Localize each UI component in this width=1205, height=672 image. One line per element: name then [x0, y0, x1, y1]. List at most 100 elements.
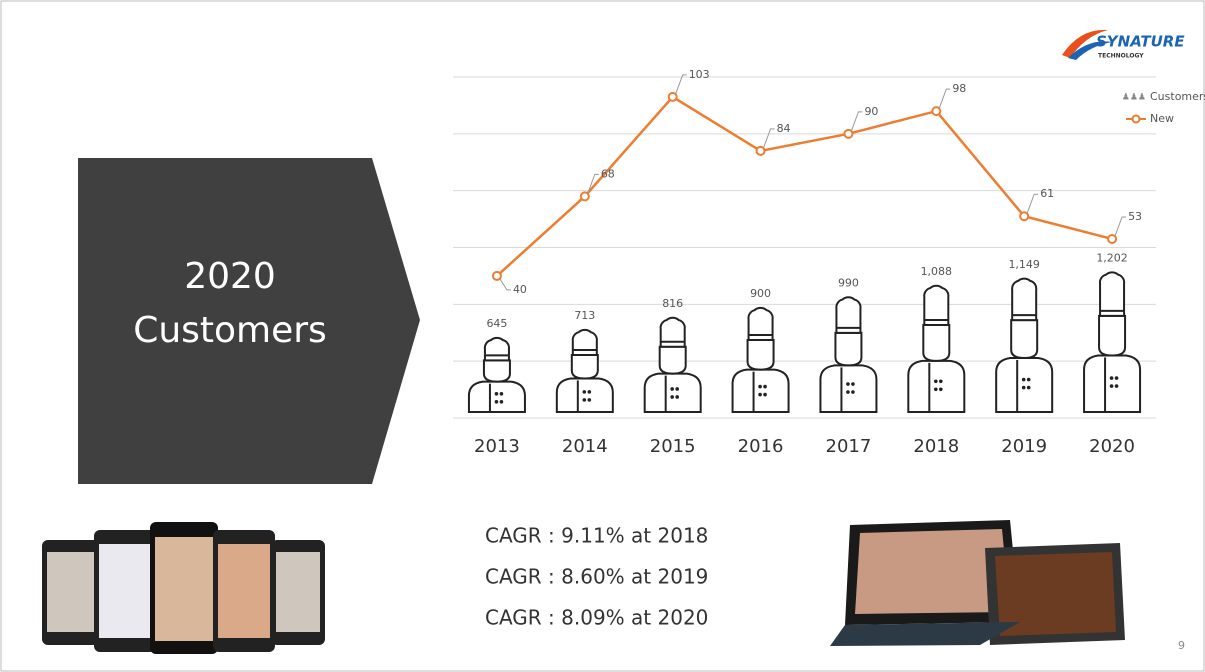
chef-button: [1109, 376, 1114, 380]
value-label: 90: [864, 105, 878, 118]
chef-body: [467, 380, 526, 413]
value-label: 816: [662, 297, 683, 310]
value-label: 900: [750, 287, 771, 300]
value-label: 40: [513, 283, 527, 296]
chef-face: [570, 353, 599, 380]
chef-hat: [747, 306, 774, 342]
chef-button: [939, 387, 943, 392]
logo-name: SYNATURE: [1096, 33, 1185, 51]
chef-button: [582, 398, 587, 402]
chef-hat: [1098, 271, 1126, 317]
value-label: 713: [574, 309, 595, 322]
x-tick-label: 2017: [826, 436, 872, 457]
chef-button: [582, 390, 587, 394]
chef-button: [939, 379, 943, 384]
x-tick-label: 2016: [738, 436, 784, 457]
leader: [499, 278, 511, 291]
chef-face: [482, 359, 511, 383]
point: [843, 128, 854, 139]
logo-tagline: TECHNOLOGY: [1098, 53, 1144, 60]
cagr-note: CAGR : 9.11% at 2018: [485, 524, 708, 548]
chef-button: [1026, 377, 1031, 382]
chef-button: [1026, 385, 1031, 390]
chef-hat: [659, 316, 686, 348]
chef-bar: [819, 296, 878, 413]
chef-button: [587, 390, 592, 394]
chef-button: [587, 398, 592, 402]
point: [1107, 233, 1118, 244]
leader: [1114, 216, 1127, 237]
cagr-note: CAGR : 8.09% at 2020: [485, 606, 708, 630]
chef-button: [846, 390, 850, 394]
point: [667, 91, 678, 102]
point: [931, 106, 942, 117]
chef-body: [907, 359, 966, 413]
leader: [675, 74, 687, 95]
value-label: 68: [601, 167, 615, 180]
x-tick-label: 2019: [1001, 436, 1047, 457]
chef-face: [658, 345, 687, 375]
value-label: 84: [777, 122, 791, 135]
leader: [938, 88, 951, 109]
leader: [587, 173, 599, 194]
chef-bar: [467, 336, 526, 413]
chef-button: [851, 390, 855, 394]
x-tick-label: 2015: [650, 436, 696, 457]
value-label: 103: [689, 68, 710, 81]
chef-button: [1021, 377, 1026, 382]
chef-hat: [571, 328, 598, 356]
chef-button: [934, 387, 938, 392]
chef-button: [846, 382, 850, 386]
chef-body: [555, 377, 614, 413]
value-label: 98: [952, 82, 966, 95]
point: [755, 145, 766, 156]
chef-face: [746, 339, 775, 371]
x-tick-label: 2018: [913, 436, 959, 457]
chef-hat: [1011, 277, 1038, 322]
chef-face: [1098, 314, 1127, 357]
chef-button: [499, 399, 504, 404]
logo-mark: [1068, 41, 1112, 60]
chef-body: [643, 372, 702, 413]
value-label: 61: [1040, 187, 1054, 200]
chef-button: [758, 384, 762, 389]
value-label: 1,088: [921, 265, 953, 278]
leader: [763, 128, 775, 149]
chef-bar: [1083, 271, 1142, 413]
chef-button: [758, 392, 762, 397]
chef-button: [675, 395, 679, 399]
chef-body: [1083, 354, 1142, 413]
logo-mark: [1062, 29, 1108, 58]
chef-body: [995, 356, 1054, 413]
legend-icon: ♟♟♟: [1122, 93, 1146, 103]
chef-face: [1010, 319, 1039, 359]
line: [496, 95, 1113, 277]
point: [491, 270, 502, 281]
chef-button: [1109, 384, 1114, 388]
page-number: 9: [1178, 639, 1185, 652]
value-label: 1,202: [1096, 252, 1128, 265]
chef-face: [922, 324, 951, 362]
panel-title: 2020 Customers: [133, 256, 327, 351]
value-label: 645: [486, 317, 507, 330]
point: [1019, 211, 1030, 222]
chef-button: [670, 395, 674, 399]
chef-face: [834, 331, 863, 367]
leader: [850, 111, 863, 132]
legend-point: [1131, 114, 1141, 124]
point: [579, 191, 590, 202]
chef-button: [675, 387, 679, 391]
leader: [1026, 193, 1039, 214]
chef-hat: [483, 336, 510, 362]
chef-bar: [731, 306, 790, 413]
chef-button: [670, 387, 674, 391]
chef-button: [763, 384, 767, 389]
chef-body: [819, 364, 878, 413]
chef-button: [934, 379, 938, 384]
value-label: 990: [838, 277, 859, 290]
phones-image: [42, 522, 325, 654]
cagr-note: CAGR : 8.60% at 2019: [485, 565, 708, 589]
